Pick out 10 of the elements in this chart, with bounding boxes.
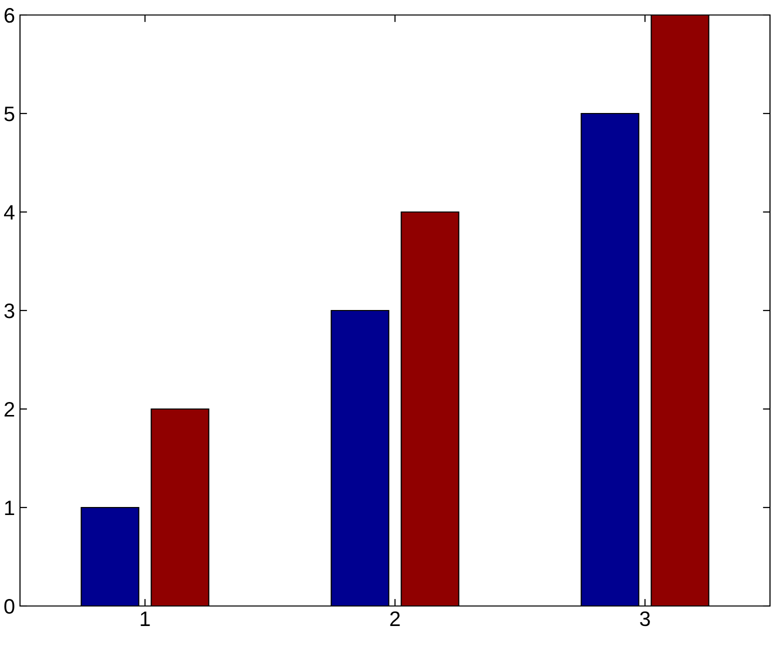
y-tick-label: 4 — [4, 205, 15, 220]
x-tick-label: 1 — [140, 612, 150, 626]
y-tick-label: 5 — [4, 106, 14, 122]
x-tick-label: 3 — [640, 611, 650, 626]
y-tick-label: 2 — [4, 402, 14, 417]
y-tick-label: 3 — [4, 304, 14, 318]
x-tick-label: 2 — [390, 611, 400, 626]
y-tick-label: 6 — [4, 8, 14, 23]
y-tick-label: 0 — [4, 599, 14, 614]
y-tick-label: 1 — [5, 500, 14, 516]
